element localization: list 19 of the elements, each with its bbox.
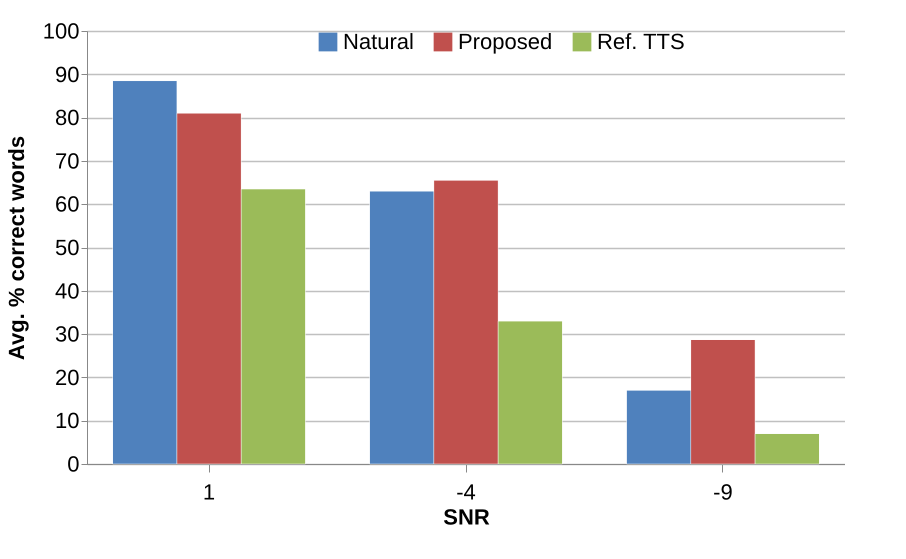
x-tick-label: -4 — [456, 480, 476, 504]
y-tick-label: 40 — [55, 278, 80, 304]
y-tick-label: 90 — [55, 62, 80, 87]
x-tick-label: -9 — [713, 480, 733, 504]
y-tick-label: 10 — [55, 408, 80, 434]
y-tick-label: 70 — [55, 148, 80, 174]
y-tick-label: 60 — [55, 192, 80, 217]
legend-label: Proposed — [458, 29, 552, 54]
x-axis-title: SNR — [443, 504, 490, 530]
y-tick-label: 100 — [42, 18, 80, 44]
x-tick-label: 1 — [202, 480, 216, 504]
y-tick-label: 20 — [55, 364, 80, 390]
y-tick-label: 80 — [55, 105, 80, 130]
y-axis-title: Avg. % correct words — [4, 136, 29, 360]
y-tick-label: 30 — [55, 322, 80, 347]
y-tick-label: 0 — [67, 452, 80, 476]
y-tick-label: 50 — [55, 235, 80, 260]
legend-label: Ref. TTS — [597, 29, 685, 54]
legend-label: Natural — [343, 29, 414, 54]
